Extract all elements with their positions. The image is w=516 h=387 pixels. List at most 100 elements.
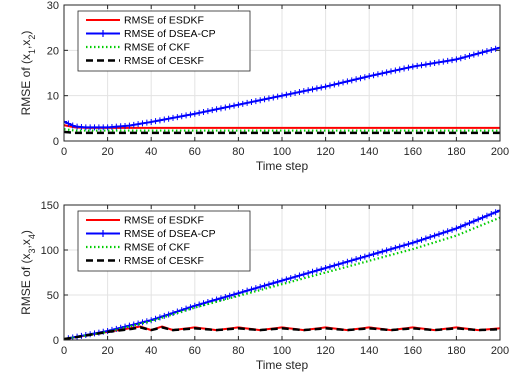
- series-marker: [348, 77, 355, 84]
- series-marker: [161, 116, 168, 123]
- legend-label: RMSE of ESDKF: [124, 215, 204, 227]
- series-marker: [344, 78, 351, 85]
- series-marker: [370, 72, 377, 79]
- series-marker: [396, 66, 403, 73]
- series-marker: [488, 46, 495, 53]
- series-marker: [379, 70, 386, 77]
- series-marker: [370, 251, 377, 258]
- series-marker: [457, 55, 464, 62]
- series-marker: [488, 211, 495, 217]
- series-marker: [453, 56, 460, 63]
- series-marker: [283, 276, 290, 283]
- series-marker: [300, 271, 307, 278]
- y-tick-label: 50: [47, 290, 59, 302]
- series-marker: [152, 118, 159, 125]
- x-tick-label: 40: [145, 146, 157, 158]
- series-marker: [353, 76, 360, 83]
- legend-label: RMSE of DSEA-CP: [124, 28, 216, 40]
- series-marker: [340, 79, 347, 86]
- x-tick-label: 160: [404, 146, 422, 158]
- series-marker: [483, 48, 490, 55]
- series-marker: [174, 114, 181, 121]
- series-marker: [252, 98, 259, 105]
- series-marker: [353, 256, 360, 263]
- series-marker: [357, 254, 364, 261]
- x-tick-label: 100: [273, 146, 291, 158]
- series-marker: [357, 75, 364, 82]
- series-marker: [335, 261, 342, 268]
- series-marker: [165, 311, 172, 318]
- series-marker: [475, 50, 482, 57]
- series-marker: [388, 246, 394, 253]
- series-marker: [479, 49, 486, 56]
- x-tick-label: 80: [232, 345, 244, 357]
- series-marker: [322, 83, 329, 90]
- series-marker: [305, 270, 312, 277]
- series-marker: [449, 226, 456, 233]
- series-marker: [279, 277, 285, 284]
- x-tick-label: 0: [61, 345, 67, 357]
- series-marker: [292, 273, 299, 280]
- series-marker: [318, 266, 325, 273]
- series-marker: [462, 221, 469, 228]
- legend-label: RMSE of CESKF: [124, 255, 204, 267]
- y-tick-label: 10: [47, 91, 59, 103]
- series-marker: [148, 118, 155, 125]
- x-tick-label: 0: [61, 146, 67, 158]
- legend-marker: [99, 230, 107, 237]
- series-marker: [248, 286, 255, 293]
- series-line-3: [64, 216, 500, 340]
- series-marker: [139, 120, 146, 127]
- x-tick-label: 40: [145, 345, 157, 357]
- series-marker: [270, 280, 277, 287]
- y-tick-label: 30: [47, 0, 59, 12]
- series-marker: [440, 58, 447, 65]
- series-line-4: [64, 130, 500, 135]
- legend-label: RMSE of CKF: [124, 42, 190, 54]
- series-marker: [143, 119, 150, 126]
- x-tick-label: 60: [189, 146, 201, 158]
- series-marker: [187, 111, 194, 118]
- series-marker: [196, 109, 203, 116]
- series-marker: [274, 93, 281, 100]
- series-marker: [248, 99, 255, 106]
- series-marker: [209, 107, 216, 114]
- series-marker: [200, 108, 207, 115]
- series-line-3: [64, 128, 500, 132]
- series-marker: [231, 102, 238, 109]
- series-marker: [309, 86, 316, 93]
- y-tick-label: 0: [53, 136, 59, 148]
- series-marker: [331, 262, 338, 269]
- series-marker: [65, 120, 72, 127]
- series-marker: [217, 295, 224, 302]
- legend-marker: [99, 30, 107, 37]
- series-marker: [252, 285, 259, 292]
- series-marker: [418, 236, 425, 243]
- series-marker: [374, 71, 381, 78]
- series-marker: [497, 44, 500, 51]
- series-marker: [414, 62, 421, 69]
- series-marker: [178, 113, 185, 120]
- series-marker: [388, 68, 394, 75]
- series-marker: [444, 57, 451, 64]
- series-marker: [409, 239, 416, 246]
- series-marker: [475, 216, 482, 223]
- series-marker: [156, 117, 163, 124]
- legend-label: RMSE of ESDKF: [124, 15, 204, 27]
- series-marker: [170, 114, 176, 121]
- series-marker: [427, 234, 434, 241]
- series-marker: [222, 293, 229, 300]
- series-marker: [261, 96, 268, 103]
- series-marker: [366, 252, 373, 259]
- series-marker: [483, 212, 490, 219]
- series-marker: [492, 45, 499, 52]
- series-marker: [183, 112, 190, 119]
- series-marker: [326, 82, 333, 89]
- series-marker: [444, 228, 451, 235]
- series-marker: [462, 54, 469, 61]
- series-marker: [344, 258, 351, 265]
- y-axis-label: RMSE of (x1,x2): [19, 31, 37, 116]
- series-marker: [348, 257, 355, 264]
